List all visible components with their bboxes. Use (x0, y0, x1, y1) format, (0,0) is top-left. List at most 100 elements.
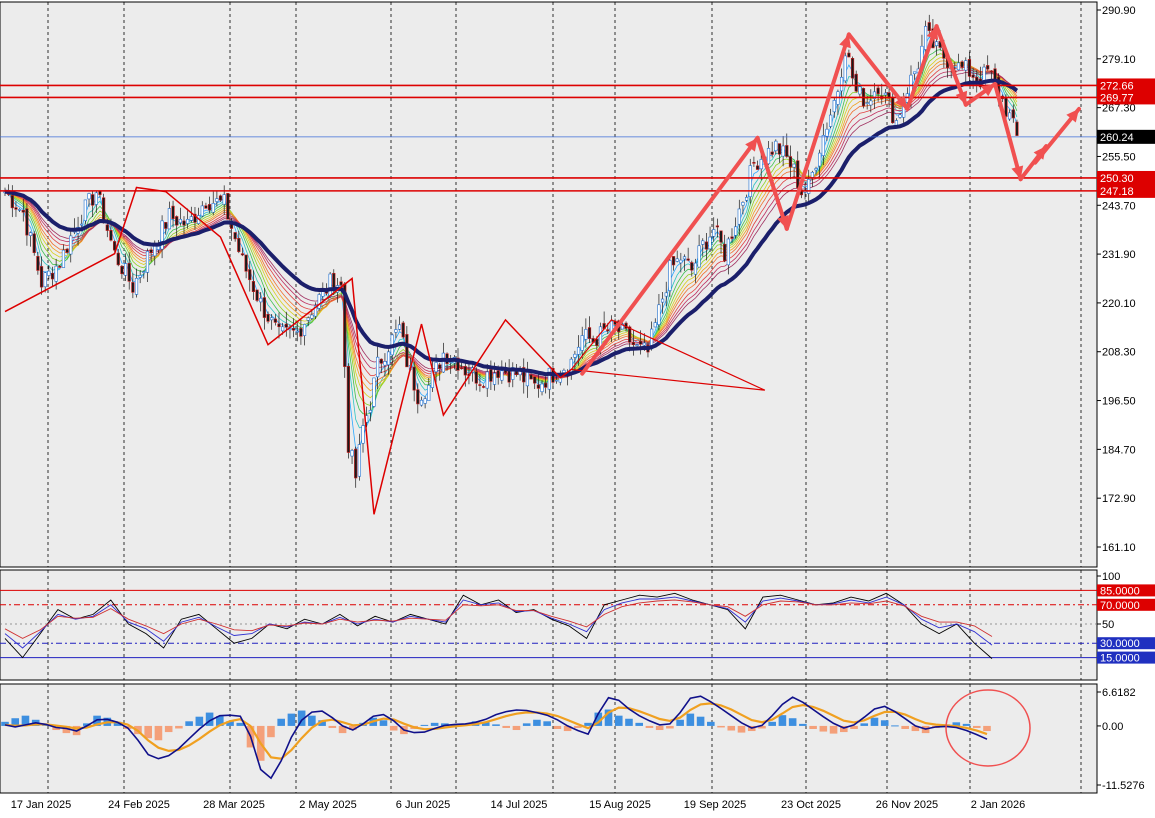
candle-body (854, 73, 858, 92)
candle-body (368, 410, 372, 413)
macd-signal-line (4, 702, 988, 760)
candle-body (171, 205, 175, 220)
candle-body (120, 265, 124, 275)
candle-body (525, 371, 530, 387)
candle-body (383, 361, 387, 366)
candle-body (273, 318, 277, 323)
candle-body (796, 160, 800, 189)
candle-body (302, 324, 307, 336)
forecast-arrow-head (745, 137, 758, 152)
candle-body (14, 207, 18, 210)
candle-body (960, 61, 964, 68)
level-price-label: 247.18 (1100, 186, 1134, 198)
macd-histogram-bar (901, 725, 909, 729)
macd-histogram-bar (880, 720, 889, 726)
candle-body (460, 367, 464, 370)
macd-histogram-bar (226, 721, 234, 726)
zigzag-pattern-line (4, 186, 572, 515)
candle-body (36, 256, 40, 271)
candle-body (240, 253, 245, 256)
macd-histogram-bar (297, 710, 306, 726)
candle-body (401, 322, 405, 338)
candle-body (354, 448, 358, 479)
candle-body (829, 114, 833, 127)
stochastic-level-label: 85.0000 (1100, 585, 1140, 597)
panel-3-background (0, 683, 1098, 794)
forecast-arrow (784, 32, 851, 231)
candle-body (934, 41, 939, 46)
candle-body (112, 241, 117, 251)
candle-body (39, 266, 44, 288)
macd-histogram-bar (563, 725, 572, 732)
candle-body (785, 145, 789, 157)
price-tick-label: 172.90 (1102, 493, 1136, 505)
macd-histogram-bar (420, 724, 429, 726)
macd-histogram-bar (328, 725, 337, 728)
candle-body (222, 194, 226, 205)
macd-histogram-bar (799, 723, 807, 726)
candle-body (419, 399, 424, 406)
candle-body (986, 65, 990, 70)
candle-body (207, 204, 212, 211)
candle-body (281, 326, 285, 332)
macd-histogram-bar (481, 722, 490, 726)
macd-histogram-bar (860, 723, 869, 726)
macd-histogram-bar (655, 725, 664, 731)
candle-body (10, 195, 14, 209)
candle-body (777, 143, 782, 155)
macd-histogram-bar (348, 725, 357, 731)
candle-body (134, 278, 139, 295)
candle-body (87, 193, 91, 200)
stochastic-tick-label: 50 (1102, 619, 1114, 631)
candle-body (463, 366, 467, 376)
macd-histogram-bar (645, 725, 654, 728)
candle-body (175, 216, 179, 226)
candle-body (693, 262, 698, 275)
x-axis-label: 17 Jan 2025 (11, 799, 72, 811)
candle-body (270, 317, 274, 321)
candle-body (153, 245, 157, 257)
candle-body (485, 371, 489, 389)
candle-body (507, 370, 511, 383)
macd-histogram-bar (983, 725, 991, 732)
forecast-arrow (934, 24, 968, 107)
candle-body (529, 374, 533, 380)
macd-histogram-bar (737, 725, 746, 733)
candle-body (350, 450, 354, 457)
price-tick-label: 255.50 (1102, 151, 1136, 163)
macd-histogram-bar (318, 720, 326, 726)
candle-body (547, 367, 551, 390)
candle-body (226, 193, 230, 220)
candle-body (825, 128, 829, 137)
forecast-arrow-head (926, 26, 939, 41)
macd-histogram-bar (952, 722, 961, 726)
candle-body (708, 236, 712, 250)
candle-body (127, 263, 131, 282)
candle-body (218, 195, 223, 201)
macd-histogram-bar (389, 725, 398, 731)
candle-body (522, 367, 526, 383)
macd-histogram-bar (788, 718, 797, 726)
candle-body (580, 335, 584, 351)
candle-body (478, 384, 482, 386)
highlight-ellipse (945, 689, 1031, 767)
candle-body (215, 198, 219, 202)
candle-body (536, 384, 540, 389)
stochastic-tick-label: 100 (1102, 571, 1120, 583)
price-tick-label: 290.90 (1102, 5, 1136, 17)
macd-histogram-bar (891, 725, 899, 727)
forecast-arrow (580, 135, 760, 376)
macd-histogram-bar (267, 725, 275, 738)
candle-body (975, 76, 979, 82)
x-axis-label: 14 Jul 2025 (491, 799, 548, 811)
candle-body (43, 272, 47, 288)
candle-body (262, 297, 266, 318)
candle-body (474, 371, 478, 384)
candle-body (292, 328, 296, 331)
panel-2-background (0, 569, 1098, 681)
candle-body (310, 314, 314, 319)
candle-body (481, 386, 486, 388)
candle-body (251, 281, 256, 292)
candle-body (792, 163, 796, 168)
candle-body (788, 156, 793, 168)
